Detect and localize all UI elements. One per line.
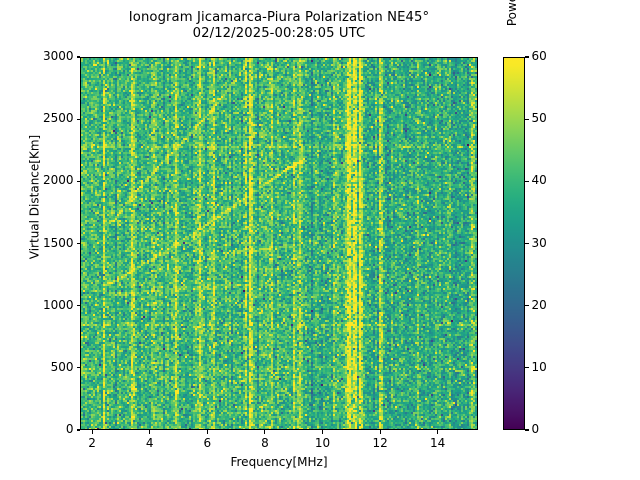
- x-tick-label: 10: [314, 436, 331, 450]
- x-tick-mark: [91, 430, 93, 434]
- figure-title: Ionogram Jicamarca-Piura Polarization NE…: [80, 10, 478, 42]
- x-tick-label: 14: [430, 436, 446, 450]
- y-tick-mark: [76, 180, 80, 182]
- x-tick-mark: [149, 430, 151, 434]
- y-tick-mark: [76, 429, 80, 431]
- x-tick-mark: [379, 430, 381, 434]
- x-tick-mark: [437, 430, 439, 434]
- y-tick-label: 2500: [42, 111, 74, 126]
- y-axis-ticks: 0 500 1000 1500 2000 2500 3000: [0, 49, 80, 436]
- x-tick-label: 2: [88, 436, 96, 450]
- title-line-1: Ionogram Jicamarca-Piura Polarization NE…: [128, 10, 430, 25]
- y-axis-label: Virtual Distance[Km]: [27, 134, 42, 260]
- cb-tick-mark: [525, 56, 529, 58]
- cb-tick-label: 10: [531, 359, 547, 374]
- ionogram-heatmap: [81, 58, 477, 429]
- x-tick-label: 4: [145, 436, 154, 450]
- y-tick-label: 500: [50, 359, 74, 374]
- cb-tick-mark: [525, 242, 529, 245]
- cb-tick-label: 60: [531, 49, 547, 63]
- x-tick-label: 6: [203, 436, 212, 450]
- cb-tick-label: 40: [531, 173, 547, 188]
- y-tick-label: 0: [65, 422, 74, 436]
- title-line-2: 02/12/2025-00:28:05 UTC: [192, 26, 366, 41]
- x-axis-ticks: 2 4 6 8 10 12 14: [80, 430, 478, 470]
- colorbar-gradient: [503, 57, 525, 430]
- x-tick-label: 8: [261, 436, 269, 450]
- cb-tick-mark: [525, 429, 529, 431]
- cb-tick-mark: [525, 367, 529, 369]
- colorbar-ticks: 0 10 20 30 40 50 60: [525, 49, 585, 436]
- y-tick-mark: [76, 242, 80, 245]
- x-tick-mark: [321, 430, 324, 434]
- cb-tick-mark: [525, 305, 529, 307]
- y-tick-label: 1000: [42, 297, 74, 312]
- y-tick-mark: [76, 367, 80, 369]
- x-axis-label: Frequency[MHz]: [230, 455, 328, 469]
- cb-tick-label: 30: [531, 235, 547, 250]
- y-tick-label: 3000: [42, 49, 74, 63]
- colorbar: 0 10 20 30 40 50 60: [503, 49, 547, 436]
- cb-tick-label: 20: [531, 297, 547, 312]
- cb-tick-label: 0: [531, 422, 540, 436]
- y-tick-mark: [76, 305, 80, 307]
- ionogram-plot-area: [80, 57, 478, 430]
- y-tick-label: 2000: [42, 173, 74, 188]
- colorbar-label: Power [dB]: [505, 0, 519, 180]
- y-tick-mark: [76, 118, 80, 120]
- x-tick-label: 12: [372, 436, 388, 450]
- cb-tick-label: 50: [531, 111, 547, 126]
- cb-tick-mark: [525, 118, 529, 120]
- y-tick-mark: [76, 56, 80, 58]
- x-tick-mark: [264, 430, 266, 434]
- x-tick-mark: [206, 430, 208, 434]
- y-tick-label: 1500: [42, 235, 74, 250]
- cb-tick-mark: [525, 180, 529, 182]
